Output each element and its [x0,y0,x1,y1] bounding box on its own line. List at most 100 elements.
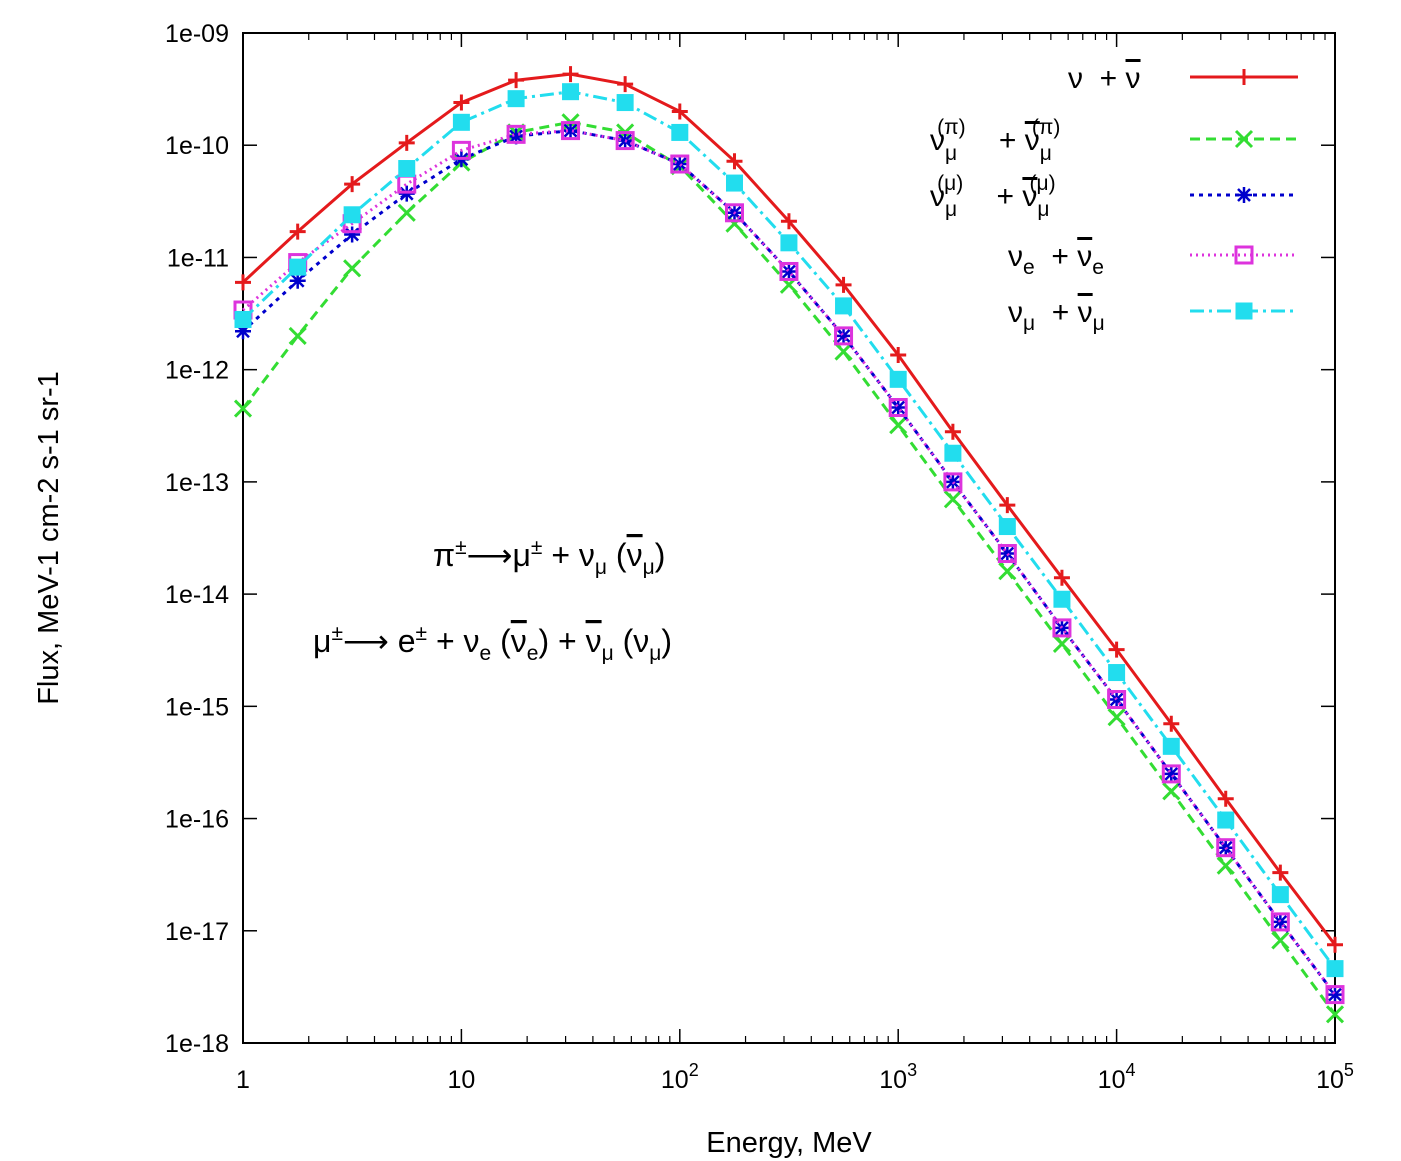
data-point [1271,931,1290,950]
data-point [1272,913,1289,930]
pion-arrow: ⟶ [467,537,513,573]
data-point [670,154,690,174]
series-line [241,72,1337,946]
data-point [288,326,307,345]
y-tick-label: 1e-14 [165,581,229,609]
data-point [398,185,415,202]
pion-symbol: π [433,537,455,573]
pion-charge: ± [455,536,467,559]
pion-product-antinu: ν [627,537,643,573]
legend-numu-mu-antinu-sub: μ [1037,198,1049,221]
data-point [1108,641,1125,658]
muon-product-antinue: ν [511,623,527,659]
data-point [943,490,962,509]
data-point [944,423,961,440]
data-point [1163,715,1180,732]
data-point [1217,790,1234,807]
x-tick-label: 105 [1316,1060,1354,1094]
muon-paren-open-2: (ν [614,623,650,659]
data-point [615,131,635,151]
pion-paren-close: ) [655,537,666,573]
data-point [233,399,253,418]
x-tick-base: 10 [879,1066,907,1094]
pion-product-antinu-sub: μ [643,556,655,579]
data-point [289,223,306,240]
data-point [1327,986,1343,1003]
data-point [562,66,579,83]
muon-product-numu-sub: μ [649,642,661,665]
muon-symbol: μ [313,623,331,659]
pion-product-muon: μ [512,537,530,573]
data-point [1162,782,1181,801]
x-tick-label: 103 [879,1060,917,1094]
data-point [507,90,525,108]
data-point [616,94,634,112]
y-tick-label: 1e-10 [165,132,229,160]
legend-numu-pi-antinu-sup: (π) [1032,116,1060,139]
legend-total-plus: + [1083,62,1126,95]
data-point [344,176,361,193]
legend-sample-marker [1234,129,1254,149]
pion-paren-open: ( [607,537,627,573]
x-tick-base: 10 [447,1066,475,1094]
data-point [562,122,579,139]
legend-nue-plus: + [1035,240,1078,273]
legend-total-antinu: ν [1126,62,1141,95]
data-point [1326,960,1344,978]
data-point [780,213,797,230]
data-point [344,226,361,243]
x-tick-base: 10 [1098,1066,1126,1094]
legend-numu-pi-antinu-sub: μ [1040,142,1052,165]
muon-product-nue-sub: e [480,642,492,665]
muon-product-electron-charge: ± [416,622,428,645]
data-point [834,342,853,361]
legend: ν + ν νμ(π) + νμ(π) νμ(μ) + νμ(μ) νe + ν… [930,62,1298,335]
data-point [780,263,797,280]
data-point [343,206,361,224]
legend-numu-pi-antinu: ν [1025,124,1040,157]
data-point [508,128,525,145]
legend-nue-antinu: ν [1077,240,1092,273]
legend-numu-plus: + [1035,296,1078,329]
plot-frame [242,32,1336,1044]
data-point [725,174,743,192]
y-tick-label: 1e-15 [165,693,229,721]
legend-numu-nu: ν [1008,296,1023,329]
pion-decay-annotation: π±⟶μ± + νμ (νμ) [433,536,665,579]
legend-numu-pi-sup: (π) [937,116,965,139]
y-tick-label: 1e-16 [165,806,229,834]
data-point [1108,691,1125,708]
muon-paren-close-2: ) [661,623,672,659]
series-0 [235,66,1343,953]
muon-paren-open-1: ( [491,623,511,659]
legend-numu-pi-nu: ν [930,124,945,157]
muon-product-electron: e [389,623,416,659]
legend-total-nu: ν [1068,62,1083,95]
legend-numu-sub: μ [1023,312,1035,335]
legend-numu-mu-sub: μ [945,198,957,221]
muon-charge: ± [331,622,343,645]
x-tick-label: 104 [1098,1060,1136,1094]
data-series [233,66,1345,1024]
data-point [453,94,470,111]
data-point [397,203,416,222]
legend-numu-mu-antinu-sup: (μ) [1030,172,1056,195]
data-point [452,113,470,131]
data-point [671,123,689,141]
data-point [508,72,525,89]
legend-numu-mu-antinu: ν [1022,180,1037,213]
data-point [834,326,854,346]
data-point [561,121,581,141]
data-point [235,323,251,340]
x-tick-label: 102 [661,1060,699,1094]
data-point [1163,765,1180,782]
x-tick-base: 1 [236,1066,250,1094]
data-point [1052,618,1072,638]
y-tick-label: 1e-18 [165,1030,229,1058]
y-axis-title-text: Flux, MeV-1 cm-2 s-1 sr-1 [33,371,65,705]
data-point [999,545,1016,562]
x-tick-labels: 1 10 102 103 104 105 [236,1060,1354,1094]
y-tick-label: 1e-17 [165,918,229,946]
x-tick-exponent: 2 [689,1060,699,1080]
data-point [1216,856,1235,875]
